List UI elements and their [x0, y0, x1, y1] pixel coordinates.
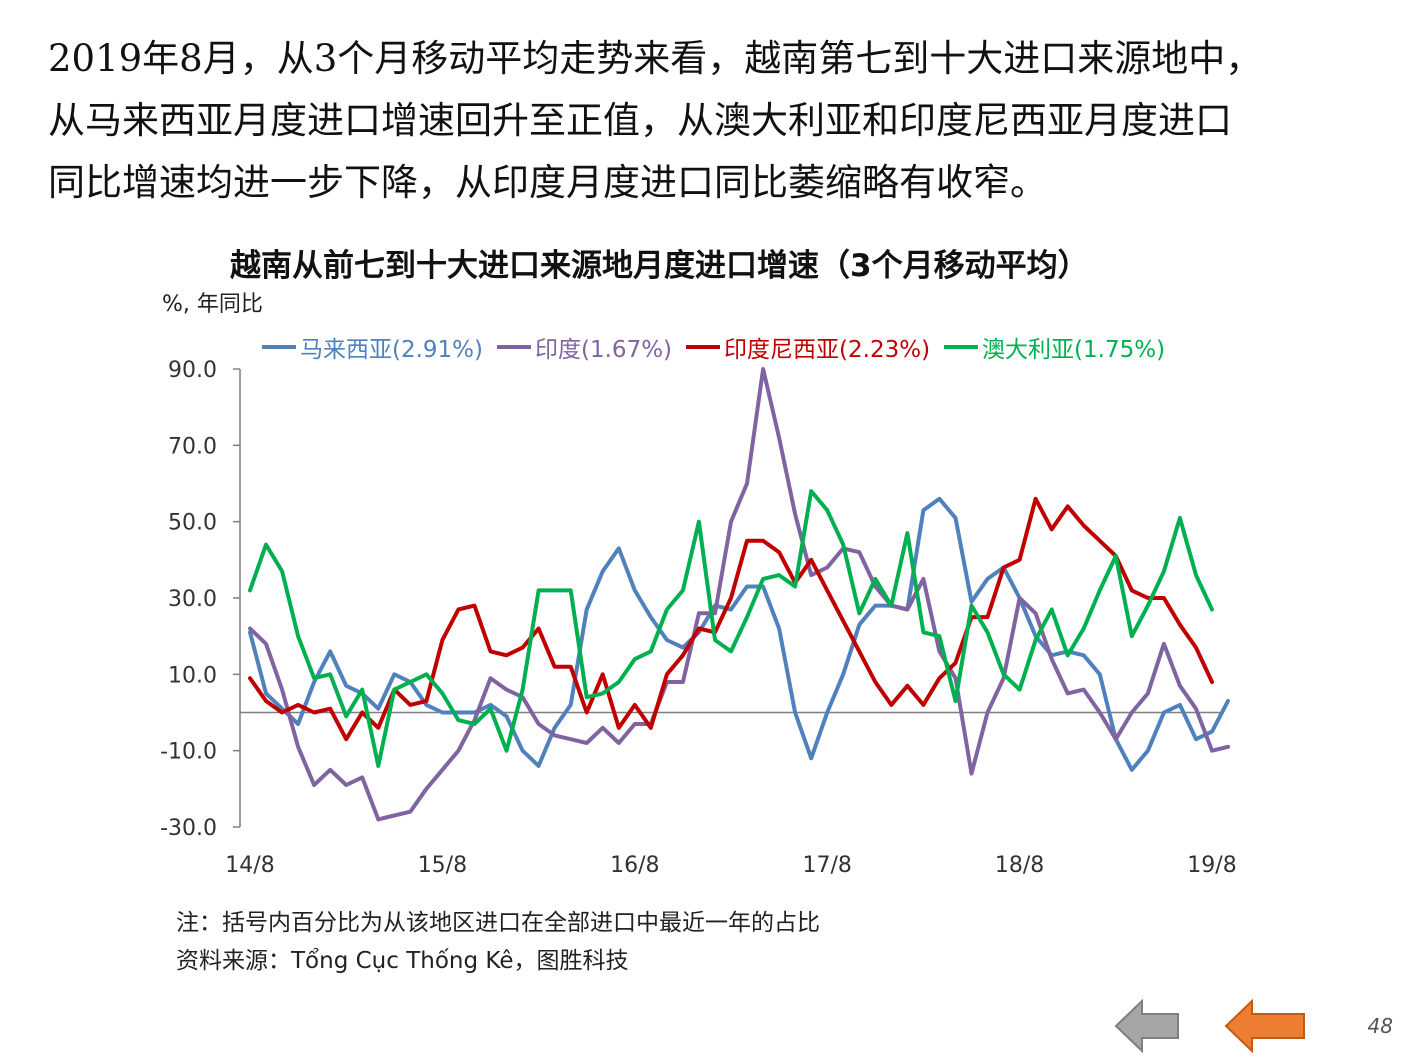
page-number: 48 [1367, 1014, 1393, 1038]
legend-swatch-australia [944, 345, 979, 349]
y-tick-label: 10.0 [168, 663, 217, 688]
x-tick-label: 15/8 [418, 853, 467, 878]
y-tick-label: -10.0 [160, 740, 217, 765]
chart-legend: 马来西亚(2.91%) 印度(1.67%) 印度尼西亚(2.23%) 澳大利亚(… [262, 330, 1165, 364]
next-slide-arrow-icon[interactable] [1224, 998, 1306, 1054]
legend-item-india: 印度(1.67%) [497, 330, 672, 364]
y-tick-label: 70.0 [168, 434, 217, 459]
intro-paragraph: 2019年8月，从3个月移动平均走势来看，越南第七到十大进口来源地中， 从马来西… [48, 28, 1388, 214]
legend-item-australia: 澳大利亚(1.75%) [944, 330, 1165, 364]
series-line-australia [248, 489, 1214, 768]
previous-arrow-shape [1114, 998, 1179, 1054]
chart-title: 越南从前七到十大进口来源地月度进口增速（3个月移动平均） [230, 248, 1089, 284]
footnote-source: 资料来源：Tổng Cục Thống Kê，图胜科技 [176, 948, 629, 974]
legend-label-india: 印度(1.67%) [535, 337, 673, 363]
series-line-india [248, 367, 1230, 822]
y-tick-label: 30.0 [168, 587, 217, 612]
footnote-share: 注：括号内百分比为从该地区进口在全部进口中最近一年的占比 [176, 910, 820, 936]
intro-line-1: 2019年8月，从3个月移动平均走势来看，越南第七到十大进口来源地中， [48, 37, 1263, 80]
legend-item-malaysia: 马来西亚(2.91%) [262, 330, 483, 364]
intro-line-3: 同比增速均进一步下降，从印度月度进口同比萎缩略有收窄。 [48, 161, 1047, 204]
legend-swatch-india [497, 345, 532, 349]
legend-label-malaysia: 马来西亚(2.91%) [300, 337, 484, 363]
x-tick-label: 16/8 [610, 853, 659, 878]
intro-line-2: 从马来西亚月度进口增速回升至正值，从澳大利亚和印度尼西亚月度进口 [48, 99, 1232, 142]
x-tick-label: 18/8 [995, 853, 1044, 878]
y-tick-label: 90.0 [168, 358, 217, 383]
legend-item-indonesia: 印度尼西亚(2.23%) [686, 330, 930, 364]
previous-slide-arrow-icon[interactable] [1114, 998, 1180, 1054]
legend-label-australia: 澳大利亚(1.75%) [982, 337, 1166, 363]
y-axis-unit-label: %, 年同比 [162, 292, 263, 317]
y-tick-label: -30.0 [160, 816, 217, 841]
legend-swatch-indonesia [686, 345, 721, 349]
series-line-indonesia [248, 496, 1214, 742]
legend-label-indonesia: 印度尼西亚(2.23%) [724, 337, 931, 363]
x-tick-label: 19/8 [1187, 853, 1236, 878]
footnotes: 注：括号内百分比为从该地区进口在全部进口中最近一年的占比 资料来源：Tổng C… [176, 904, 820, 980]
next-arrow-shape [1224, 998, 1305, 1054]
x-tick-label: 14/8 [225, 853, 274, 878]
y-tick-label: 50.0 [168, 511, 217, 536]
x-tick-label: 17/8 [802, 853, 851, 878]
legend-swatch-malaysia [262, 345, 296, 349]
